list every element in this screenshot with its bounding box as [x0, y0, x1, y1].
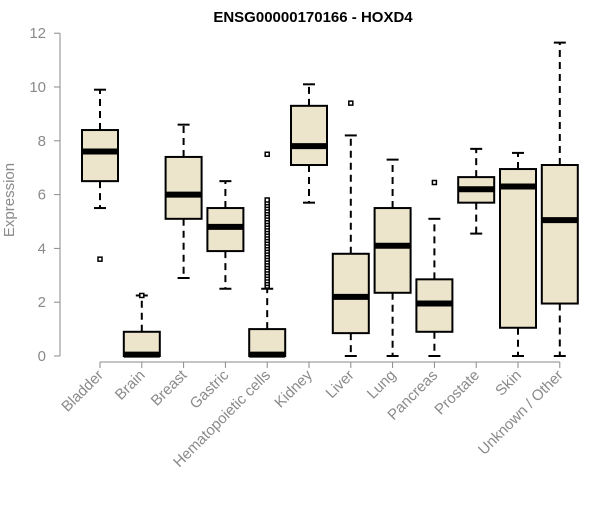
box-iqr — [373, 207, 412, 294]
x-tick-label: Skin — [492, 367, 525, 400]
box-prostate — [457, 147, 496, 235]
x-tick-label: Lung — [364, 367, 400, 403]
x-tick-label: Breast — [148, 366, 191, 409]
x-tick-label: Kidney — [271, 366, 316, 411]
y-tick-label: 6 — [38, 187, 46, 204]
y-tick-label: 12 — [29, 25, 46, 42]
y-tick-label: 0 — [38, 348, 46, 365]
outlier-point — [139, 292, 145, 299]
box-liver — [331, 100, 370, 357]
x-tick-label: Liver — [323, 367, 358, 402]
box-skin — [499, 151, 537, 357]
y-axis: 0 2 4 6 8 10 12 — [29, 25, 61, 365]
box-iqr — [540, 164, 579, 305]
box-iqr — [331, 252, 370, 335]
outlier-point — [431, 179, 438, 186]
y-axis-label: Expression — [1, 163, 18, 237]
y-tick-label: 10 — [29, 79, 46, 96]
box-iqr — [290, 104, 328, 167]
box-iqr — [248, 328, 287, 358]
box-bladder — [81, 88, 119, 262]
outlier-point — [264, 197, 270, 203]
x-tick-label: Bladder — [58, 367, 107, 416]
x-tick-label: Brain — [112, 367, 149, 404]
outlier-point — [97, 256, 103, 262]
boxes-layer — [81, 41, 579, 358]
box-unknown-other — [540, 41, 579, 357]
box-breast — [164, 123, 203, 279]
chart-title: ENSG00000170166 - HOXD4 — [213, 9, 413, 26]
x-tick-label: Prostate — [431, 367, 483, 419]
y-tick-label: 8 — [38, 133, 46, 150]
box-brain — [122, 292, 161, 358]
box-lung — [373, 158, 412, 357]
y-tick-label: 2 — [38, 294, 46, 311]
box-gastric — [206, 180, 245, 290]
box-iqr — [499, 168, 537, 329]
y-tick-label: 4 — [38, 240, 46, 257]
box-iqr — [81, 129, 119, 183]
outlier-point — [264, 151, 270, 157]
box-pancreas — [415, 179, 454, 357]
box-hematopoietic-cells — [248, 151, 287, 358]
box-kidney — [290, 83, 328, 204]
box-iqr — [164, 155, 203, 220]
outlier-point — [348, 100, 354, 106]
